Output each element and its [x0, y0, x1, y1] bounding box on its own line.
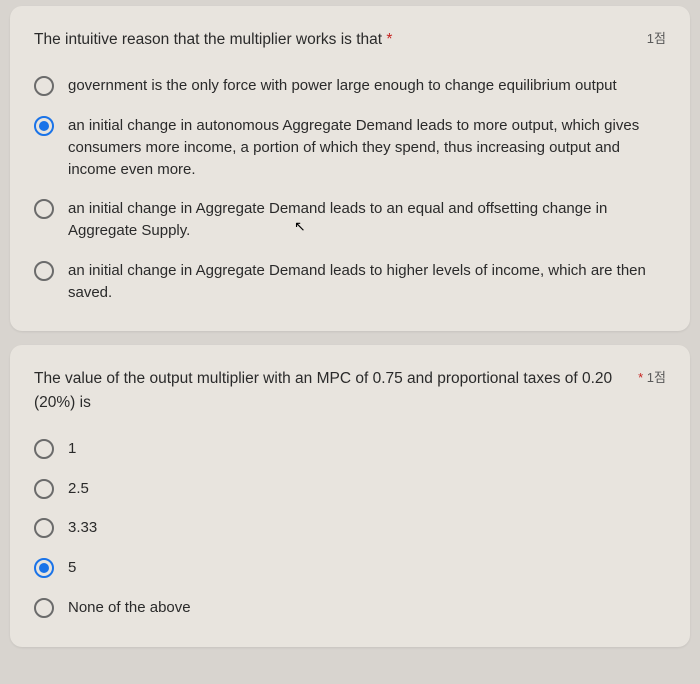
option-label: None of the above	[68, 597, 191, 619]
option-row[interactable]: an initial change in autonomous Aggregat…	[34, 115, 666, 180]
option-row[interactable]: government is the only force with power …	[34, 75, 666, 97]
option-label: an initial change in autonomous Aggregat…	[68, 115, 666, 180]
option-row[interactable]: an initial change in Aggregate Demand le…	[34, 260, 666, 304]
option-row[interactable]: 3.33	[34, 517, 666, 539]
question-header: The value of the output multiplier with …	[34, 367, 666, 414]
radio-icon[interactable]	[34, 116, 54, 136]
question-prompt: The value of the output multiplier with …	[34, 370, 612, 410]
radio-icon[interactable]	[34, 479, 54, 499]
option-row[interactable]: an initial change in Aggregate Demand le…	[34, 198, 666, 242]
required-mark: *	[638, 370, 643, 385]
option-label: 5	[68, 557, 76, 579]
points-text: 1점	[647, 370, 666, 385]
option-label: an initial change in Aggregate Demand le…	[68, 198, 666, 242]
question-header: The intuitive reason that the multiplier…	[34, 28, 666, 51]
question-text: The intuitive reason that the multiplier…	[34, 28, 647, 51]
option-label: 3.33	[68, 517, 97, 539]
radio-icon[interactable]	[34, 598, 54, 618]
option-row[interactable]: 5	[34, 557, 666, 579]
radio-icon[interactable]	[34, 439, 54, 459]
radio-icon[interactable]	[34, 558, 54, 578]
option-label: 1	[68, 438, 76, 460]
question-text: The value of the output multiplier with …	[34, 367, 638, 414]
radio-icon[interactable]	[34, 76, 54, 96]
option-row[interactable]: None of the above	[34, 597, 666, 619]
radio-icon[interactable]	[34, 518, 54, 538]
question-card-2: The value of the output multiplier with …	[10, 345, 690, 646]
question-card-1: The intuitive reason that the multiplier…	[10, 6, 690, 331]
points-label: * 1점	[638, 367, 666, 386]
question-prompt: The intuitive reason that the multiplier…	[34, 31, 386, 48]
option-row[interactable]: 1	[34, 438, 666, 460]
required-mark: *	[386, 31, 392, 48]
option-label: an initial change in Aggregate Demand le…	[68, 260, 666, 304]
option-label: 2.5	[68, 478, 89, 500]
radio-icon[interactable]	[34, 261, 54, 281]
points-label: 1점	[647, 28, 666, 47]
radio-icon[interactable]	[34, 199, 54, 219]
option-row[interactable]: 2.5	[34, 478, 666, 500]
option-label: government is the only force with power …	[68, 75, 617, 97]
